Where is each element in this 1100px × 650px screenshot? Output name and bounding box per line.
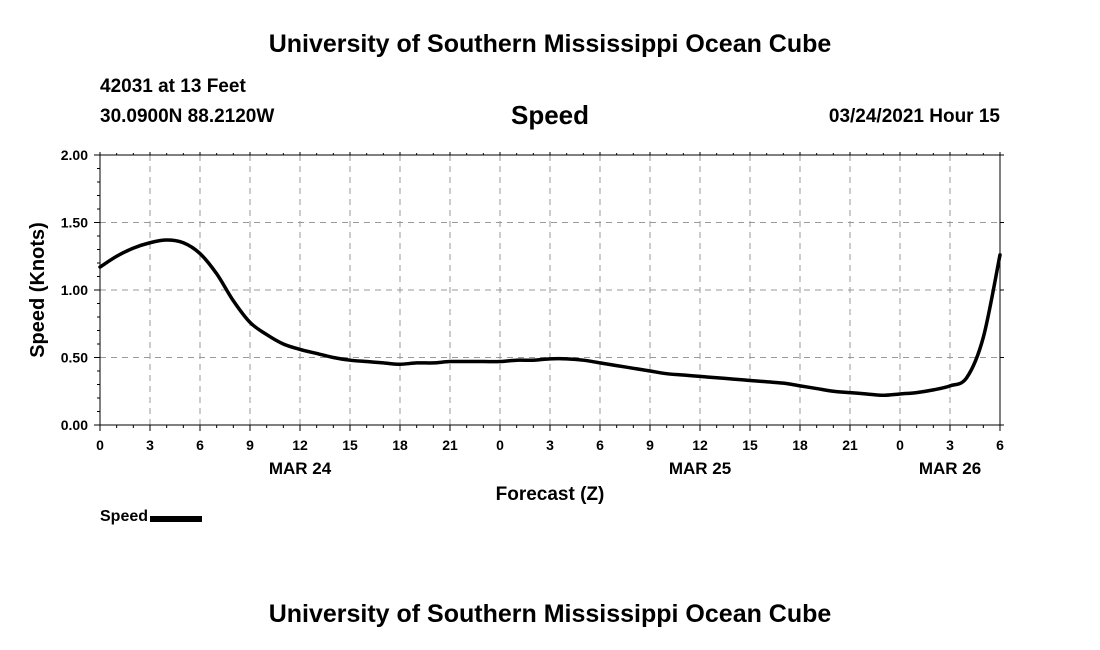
x-tick-label: 15 bbox=[342, 437, 358, 453]
x-tick-label: 0 bbox=[496, 437, 504, 453]
x-tick-label: 9 bbox=[646, 437, 654, 453]
timestamp-label: 03/24/2021 Hour 15 bbox=[828, 106, 1000, 127]
y-tick-label: 0.50 bbox=[61, 350, 88, 366]
x-tick-label: 6 bbox=[196, 437, 204, 453]
x-tick-label: 21 bbox=[842, 437, 858, 453]
x-tick-label: 18 bbox=[392, 437, 408, 453]
date-label: MAR 26 bbox=[919, 459, 981, 478]
x-tick-label: 15 bbox=[742, 437, 758, 453]
legend-label: Speed bbox=[100, 508, 149, 525]
y-axis-label: Speed (Knots) bbox=[27, 222, 49, 358]
axis-ticks bbox=[94, 152, 1004, 431]
x-axis-label: Forecast (Z) bbox=[496, 484, 605, 505]
chart-title: Speed bbox=[510, 100, 590, 130]
x-tick-label: 0 bbox=[896, 437, 904, 453]
x-tick-label: 18 bbox=[792, 437, 808, 453]
x-tick-label: 21 bbox=[442, 437, 458, 453]
coordinates-label: 30.0900N 88.2120W bbox=[100, 106, 275, 127]
series-line-speed bbox=[98, 238, 1002, 398]
y-tick-label: 2.00 bbox=[61, 147, 88, 163]
x-tick-label: 12 bbox=[692, 437, 708, 453]
x-tick-label: 3 bbox=[946, 437, 954, 453]
x-tick-label: 12 bbox=[292, 437, 308, 453]
x-tick-label: 3 bbox=[146, 437, 154, 453]
x-tick-label: 6 bbox=[596, 437, 604, 453]
grid-lines bbox=[100, 155, 1000, 425]
y-tick-label: 1.50 bbox=[61, 215, 88, 231]
legend-line-swatch bbox=[150, 515, 203, 522]
date-label: MAR 24 bbox=[269, 459, 332, 478]
date-label: MAR 25 bbox=[669, 459, 731, 478]
series-layer bbox=[98, 238, 1002, 398]
page-title: University of Southern Mississippi Ocean… bbox=[268, 30, 832, 58]
y-tick-label: 0.00 bbox=[61, 417, 88, 433]
station-label: 42031 at 13 Feet bbox=[100, 76, 246, 97]
x-tick-label: 0 bbox=[96, 437, 104, 453]
axis-tick-labels: 0 3 6 9 12 15 18 21 0 3 6 9 12 15 18 21 0 3 6 0.00 0.50 1.00 1… bbox=[61, 147, 1004, 478]
x-tick-label: 9 bbox=[246, 437, 254, 453]
y-tick-label: 1.00 bbox=[61, 282, 88, 298]
x-tick-label: 6 bbox=[996, 437, 1004, 453]
legend: Speed bbox=[100, 508, 203, 526]
footer-title: University of Southern Mississippi Ocean… bbox=[268, 600, 832, 628]
x-tick-label: 3 bbox=[546, 437, 554, 453]
